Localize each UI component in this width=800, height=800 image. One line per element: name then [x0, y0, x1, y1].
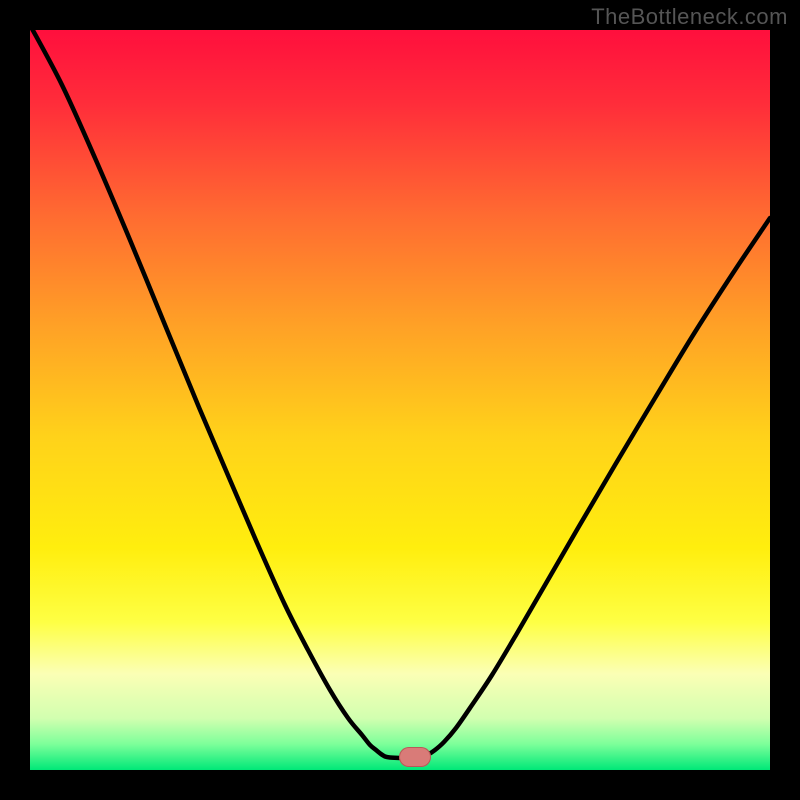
- minimum-marker: [399, 747, 431, 767]
- chart-curve: [30, 30, 770, 770]
- watermark-text: TheBottleneck.com: [591, 4, 788, 30]
- chart-plot-area: [30, 30, 770, 770]
